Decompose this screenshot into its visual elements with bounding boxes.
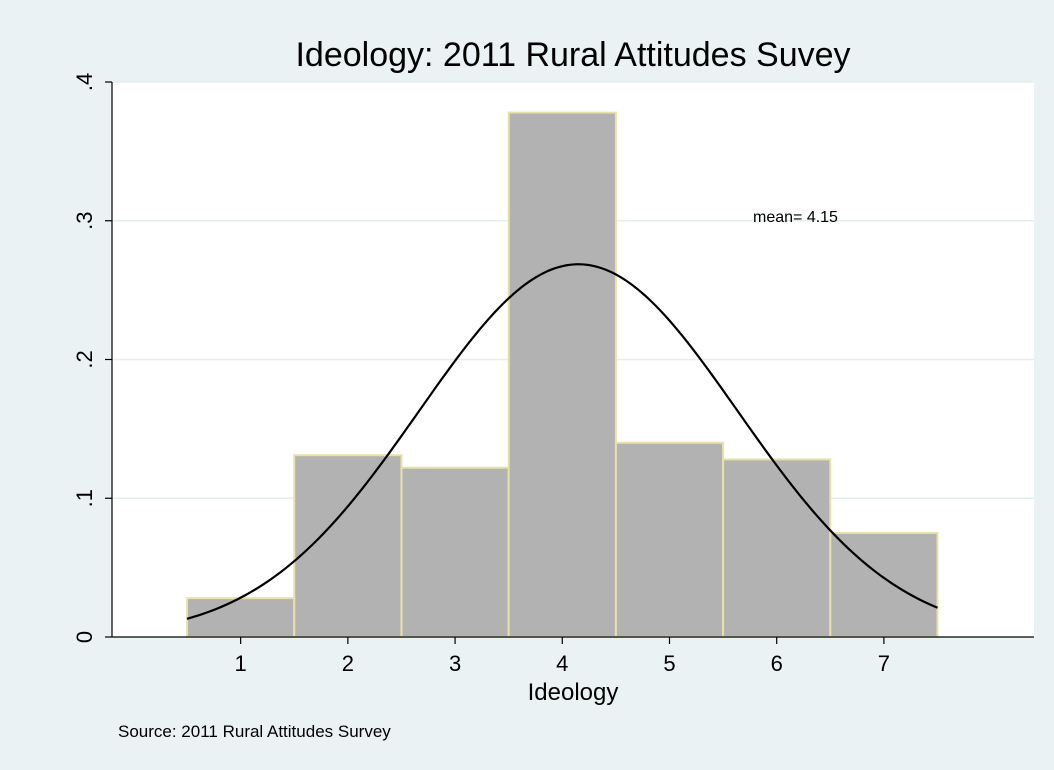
x-axis-label: Ideology bbox=[528, 679, 619, 706]
histogram-bar bbox=[400, 466, 510, 638]
y-tick-label: .3 bbox=[72, 212, 97, 230]
source-note: Source: 2011 Rural Attitudes Survey bbox=[118, 722, 391, 741]
x-tick-label: 5 bbox=[663, 651, 675, 676]
bars bbox=[186, 111, 939, 639]
x-tick-label: 4 bbox=[556, 651, 568, 676]
x-tick-label: 7 bbox=[878, 651, 890, 676]
x-tick-label: 2 bbox=[342, 651, 354, 676]
y-tick-label: .1 bbox=[72, 489, 97, 507]
x-tick-label: 1 bbox=[235, 651, 247, 676]
normal-density-curve bbox=[186, 263, 938, 620]
chart-title: Ideology: 2011 Rural Attitudes Suvey bbox=[295, 36, 850, 74]
y-tick-label: .2 bbox=[72, 350, 97, 368]
histogram-bar bbox=[829, 531, 939, 638]
histogram-bar bbox=[614, 441, 725, 638]
x-tick-label: 3 bbox=[449, 651, 461, 676]
x-ticks: 1 2 3 4 5 6 7 bbox=[235, 637, 890, 676]
histogram-bar bbox=[186, 597, 296, 639]
y-tick-label: .4 bbox=[72, 73, 97, 91]
histogram-bar bbox=[722, 458, 832, 638]
mean-annotation: mean= 4.15 bbox=[753, 209, 838, 226]
y-ticks: 0 .1 .2 .3 .4 bbox=[72, 73, 112, 643]
y-tick-label: 0 bbox=[72, 631, 97, 643]
histogram-bar bbox=[507, 111, 617, 638]
x-tick-label: 6 bbox=[771, 651, 783, 676]
